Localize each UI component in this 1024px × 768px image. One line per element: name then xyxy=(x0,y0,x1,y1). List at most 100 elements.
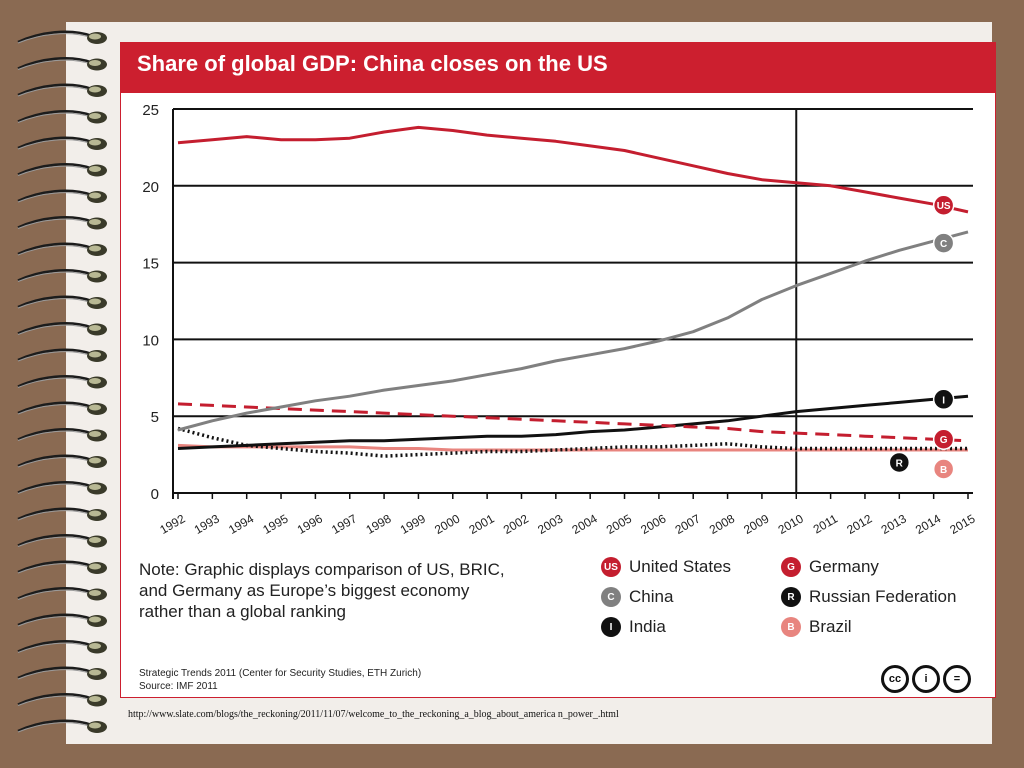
x-tick-label: 1992 xyxy=(157,511,187,537)
series-badge-label: B xyxy=(940,465,947,476)
gdp-line-chart: 0 5 10 15 20 25 1992 1993 1994 1995 1996 1997 1998 19… xyxy=(142,102,977,537)
series-badge-india: I xyxy=(932,388,955,411)
source-url[interactable]: http://www.slate.com/blogs/the_reckoning… xyxy=(128,709,619,720)
source-line-2: Source: IMF 2011 xyxy=(139,681,218,692)
y-tick-label: 5 xyxy=(151,409,159,426)
chart-note: Note: Graphic displays comparison of US,… xyxy=(139,559,559,622)
series-line-germany xyxy=(177,402,969,443)
series-badge-russia: R xyxy=(888,451,911,474)
series-badge-germany: G xyxy=(932,428,955,450)
legend-label: Russian Federation xyxy=(809,587,957,606)
legend-label: China xyxy=(629,587,674,606)
x-tick-label: 2004 xyxy=(570,511,600,537)
x-tick-label: 2005 xyxy=(604,511,634,537)
chart-title: Share of global GDP: China closes on the… xyxy=(137,51,608,76)
note-line-3: rather than a global ranking xyxy=(139,602,346,621)
x-tick-label: 2001 xyxy=(467,511,497,537)
source-line-1: Strategic Trends 2011 (Center for Securi… xyxy=(139,668,422,679)
spiral-ring xyxy=(17,613,107,627)
legend-label: United States xyxy=(629,557,732,576)
legend-item: G Germany xyxy=(781,557,879,577)
x-tick-label: 1997 xyxy=(329,511,359,537)
chart-title-bar: Share of global GDP: China closes on the… xyxy=(121,43,995,93)
series-line-russia xyxy=(177,426,968,458)
legend-label: Germany xyxy=(809,557,879,576)
spiral-ring xyxy=(17,507,107,521)
spiral-ring xyxy=(17,401,107,415)
legend-item: I India xyxy=(601,617,666,637)
x-tick-label: 1999 xyxy=(398,511,428,537)
spiral-ring xyxy=(17,242,107,256)
by-icon: i xyxy=(912,665,940,693)
legend-badge: I xyxy=(601,617,621,637)
spiral-ring xyxy=(17,163,107,177)
spiral-ring xyxy=(17,189,107,203)
spiral-ring xyxy=(17,110,107,124)
series-line-india xyxy=(177,394,969,450)
legend-item: C China xyxy=(601,587,673,607)
x-tick-label: 2010 xyxy=(776,511,806,537)
x-tick-label: 2013 xyxy=(879,511,909,537)
spiral-ring xyxy=(17,136,107,150)
series-badge-label: I xyxy=(942,395,945,406)
legend-badge: R xyxy=(781,587,801,607)
chart-figure: Share of global GDP: China closes on the… xyxy=(120,42,996,698)
legend-label: Brazil xyxy=(809,617,852,636)
x-tick-label: 2008 xyxy=(707,511,737,537)
series-badge-label: R xyxy=(896,458,904,469)
series-badge-label: G xyxy=(940,435,948,446)
spiral-ring xyxy=(17,534,107,548)
spiral-ring xyxy=(17,57,107,71)
spiral-ring xyxy=(17,322,107,336)
spiral-ring xyxy=(17,560,107,574)
x-tick-label: 2000 xyxy=(432,511,462,537)
legend-badge: B xyxy=(781,617,801,637)
series-badge-china: C xyxy=(932,232,955,254)
legend-item: R Russian Federation xyxy=(781,587,956,607)
y-tick-label: 25 xyxy=(142,102,159,119)
license-badges: cc i = xyxy=(881,665,971,693)
series-line-us xyxy=(177,125,969,214)
x-tick-label: 1993 xyxy=(192,511,222,537)
spiral-ring xyxy=(17,587,107,601)
spiral-ring xyxy=(17,269,107,283)
x-tick-label: 1995 xyxy=(260,511,290,537)
spiral-ring xyxy=(17,640,107,654)
x-tick-label: 2015 xyxy=(947,511,977,537)
x-tick-label: 1996 xyxy=(295,511,325,537)
spiral-ring xyxy=(17,719,107,733)
x-tick-label: 2007 xyxy=(673,511,703,537)
spiral-ring xyxy=(17,481,107,495)
note-line-1: Note: Graphic displays comparison of US,… xyxy=(139,560,505,579)
spiral-binding xyxy=(17,30,107,733)
nd-icon: = xyxy=(943,665,971,693)
series-line-china xyxy=(177,230,969,432)
x-tick-label: 1994 xyxy=(226,511,256,537)
x-tick-label: 2006 xyxy=(638,511,668,537)
x-tick-label: 1998 xyxy=(363,511,393,537)
spiral-ring xyxy=(17,30,107,44)
series-badge-us: US xyxy=(932,194,955,216)
legend-badge: C xyxy=(601,587,621,607)
spiral-ring xyxy=(17,295,107,309)
spiral-ring xyxy=(17,454,107,468)
spiral-ring xyxy=(17,83,107,97)
spiral-ring xyxy=(17,693,107,707)
x-tick-label: 2014 xyxy=(913,511,943,537)
x-tick-label: 2011 xyxy=(811,511,841,536)
x-tick-label: 2012 xyxy=(844,511,874,537)
legend-label: India xyxy=(629,617,666,636)
spiral-ring xyxy=(17,428,107,442)
x-tick-label: 2002 xyxy=(501,511,531,537)
y-tick-label: 20 xyxy=(142,179,159,196)
cc-icon: cc xyxy=(881,665,909,693)
y-tick-label: 0 xyxy=(151,486,159,503)
legend-badge: G xyxy=(781,557,801,577)
x-tick-label: 2009 xyxy=(741,511,771,537)
series-badge-label: C xyxy=(940,239,947,250)
y-tick-label: 15 xyxy=(142,256,159,273)
spiral-ring xyxy=(17,348,107,362)
chart-source: Strategic Trends 2011 (Center for Securi… xyxy=(139,667,421,693)
note-line-2: and Germany as Europe’s biggest economy xyxy=(139,581,470,600)
spiral-ring xyxy=(17,216,107,230)
